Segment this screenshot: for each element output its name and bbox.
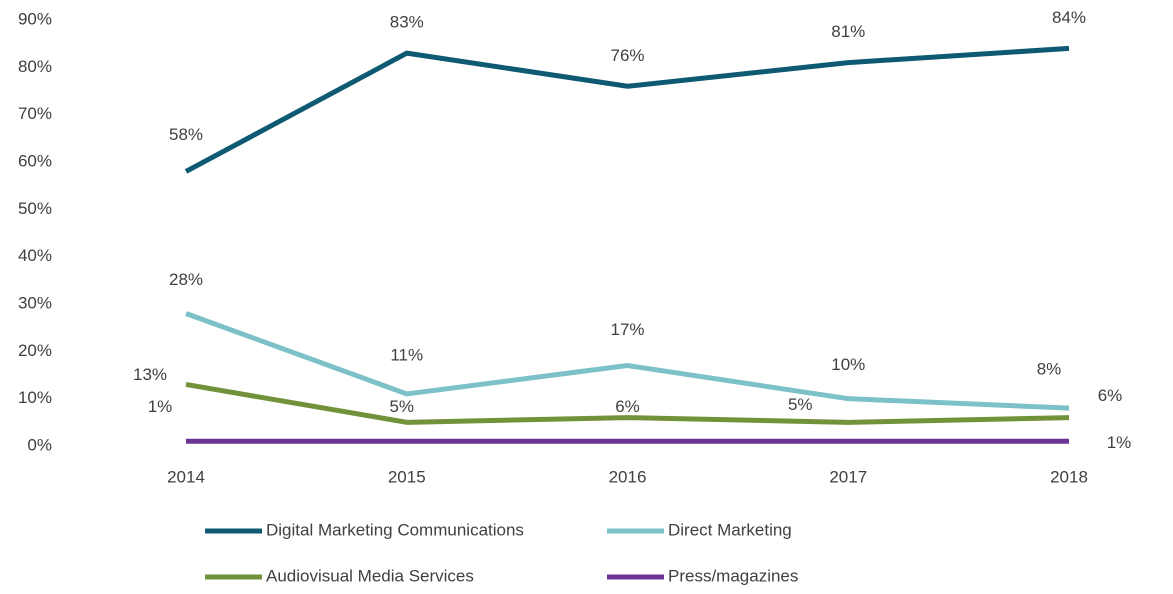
- data-label: 6%: [1098, 386, 1123, 405]
- data-label: 11%: [390, 345, 423, 364]
- legend-label: Digital Marketing Communications: [266, 520, 524, 539]
- y-tick-label: 60%: [18, 151, 52, 170]
- x-tick-label: 2018: [1050, 467, 1088, 486]
- data-label: 1%: [1107, 433, 1132, 452]
- y-tick-label: 10%: [18, 388, 52, 407]
- x-tick-label: 2017: [829, 467, 867, 486]
- y-tick-label: 70%: [18, 104, 52, 123]
- data-label: 83%: [390, 13, 424, 32]
- y-tick-label: 30%: [18, 293, 52, 312]
- legend-label: Press/magazines: [668, 566, 798, 585]
- legend-label: Direct Marketing: [668, 520, 792, 539]
- data-label: 84%: [1052, 8, 1086, 27]
- series-line: [185, 382, 1070, 425]
- data-label: 5%: [389, 397, 414, 416]
- x-tick-label: 2016: [609, 467, 647, 486]
- series-line: [184, 45, 1070, 174]
- data-label: 58%: [169, 125, 203, 144]
- data-label: 6%: [615, 397, 640, 416]
- data-label: 8%: [1037, 360, 1062, 379]
- data-label: 17%: [610, 320, 644, 339]
- x-tick-label: 2014: [167, 467, 205, 486]
- data-label: 5%: [788, 395, 813, 414]
- y-tick-label: 20%: [18, 341, 52, 360]
- y-tick-label: 80%: [18, 57, 52, 76]
- y-tick-label: 0%: [27, 435, 52, 454]
- series-line: [185, 311, 1070, 411]
- data-label: 13%: [133, 365, 167, 384]
- data-label: 1%: [148, 397, 173, 416]
- y-tick-label: 40%: [18, 246, 52, 265]
- data-label: 10%: [831, 355, 865, 374]
- x-tick-label: 2015: [388, 467, 426, 486]
- data-label: 76%: [610, 46, 644, 65]
- data-label: 28%: [169, 270, 203, 289]
- y-tick-label: 50%: [18, 199, 52, 218]
- data-label: 81%: [831, 22, 865, 41]
- legend-label: Audiovisual Media Services: [266, 566, 474, 585]
- y-tick-label: 90%: [18, 9, 52, 28]
